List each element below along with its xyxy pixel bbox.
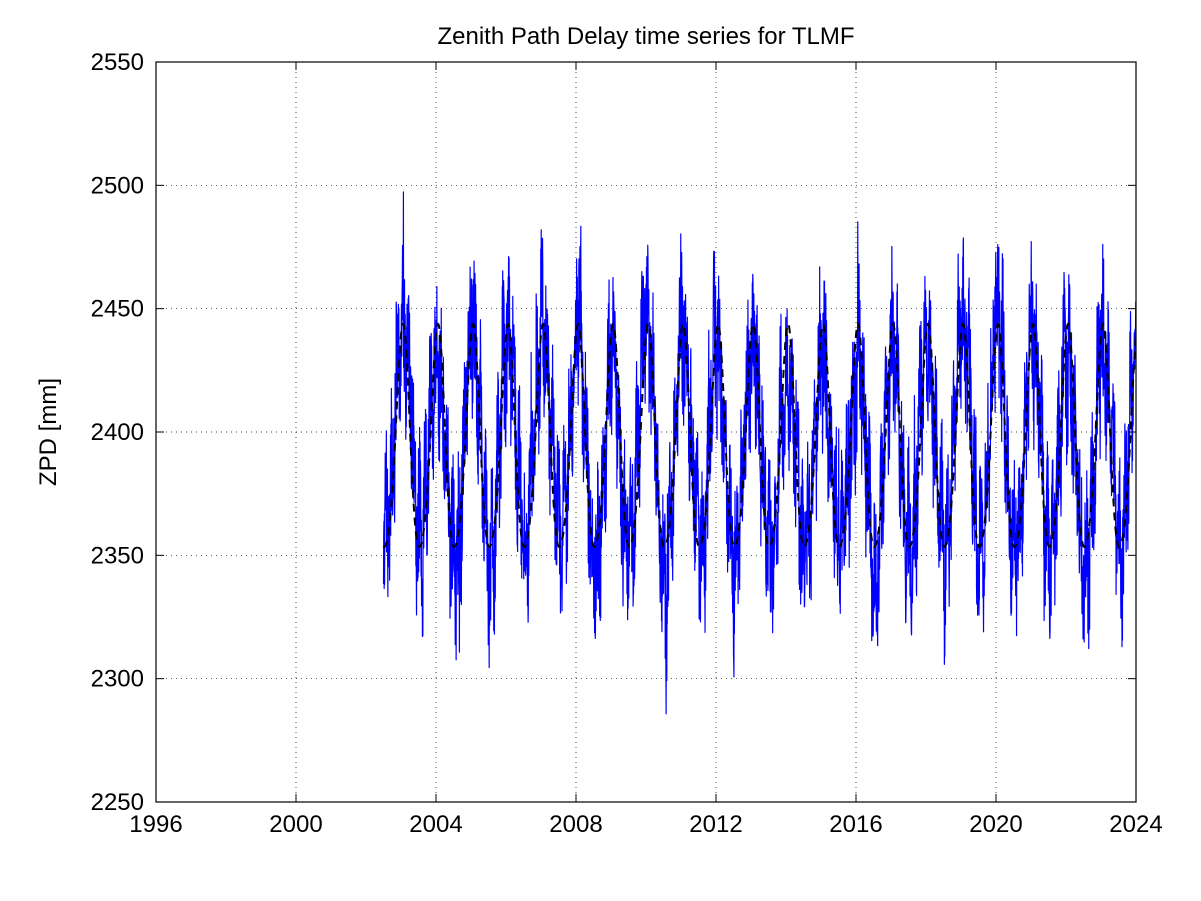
y-tick-label: 2300 — [91, 666, 144, 693]
y-tick-label: 2350 — [91, 542, 144, 569]
chart-title: Zenith Path Delay time series for TLMF — [437, 23, 854, 50]
y-tick-label: 2500 — [91, 172, 144, 199]
x-tick-label: 2020 — [969, 811, 1022, 838]
chart-container: 1996200020042008201220162020202422502300… — [0, 0, 1201, 901]
y-axis-label: ZPD [mm] — [35, 378, 62, 486]
chart-svg: 1996200020042008201220162020202422502300… — [0, 0, 1201, 901]
y-tick-label: 2400 — [91, 419, 144, 446]
x-tick-label: 2004 — [409, 811, 462, 838]
x-tick-label: 2012 — [689, 811, 742, 838]
y-tick-label: 2550 — [91, 49, 144, 76]
x-tick-label: 2000 — [269, 811, 322, 838]
y-tick-label: 2250 — [91, 789, 144, 816]
x-tick-label: 2024 — [1109, 811, 1162, 838]
y-tick-label: 2450 — [91, 296, 144, 323]
x-tick-label: 2008 — [549, 811, 602, 838]
x-tick-label: 2016 — [829, 811, 882, 838]
